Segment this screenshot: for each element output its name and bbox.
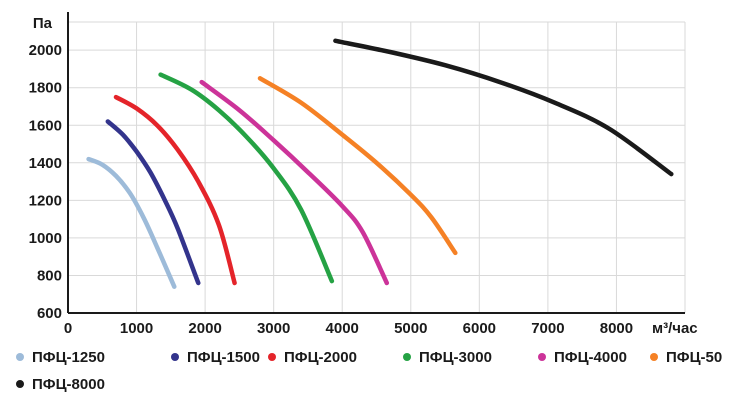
legend-label-пфц-1500: ПФЦ-1500 — [187, 349, 260, 366]
legend-label-пфц-1250: ПФЦ-1250 — [32, 349, 105, 366]
legend-marker-пфц-1500 — [171, 353, 179, 361]
y-tick-labels: 600 800 1000 1200 1400 1600 1800 2000 — [29, 42, 62, 322]
series-line-пфц-2000 — [113, 94, 237, 286]
x-tick-label: 0 — [64, 320, 72, 337]
y-tick-label: 1600 — [29, 117, 62, 134]
series-line-пфц-3000 — [158, 72, 335, 284]
legend-label-пфц-8000: ПФЦ-8000 — [32, 376, 105, 393]
y-axis-unit: Па — [33, 15, 53, 32]
series-lines — [86, 38, 674, 289]
x-tick-label: 6000 — [463, 320, 496, 337]
x-axis-unit: м³/час — [652, 320, 698, 337]
y-tick-label: 2000 — [29, 42, 62, 59]
series-line-пфц-5000 — [257, 76, 458, 256]
x-tick-label: 1000 — [120, 320, 153, 337]
legend-marker-пфц-2000 — [268, 353, 276, 361]
series-line-пфц-1500 — [105, 119, 201, 286]
x-tick-labels: 0 1000 2000 3000 4000 5000 6000 7000 8000 — [64, 320, 633, 337]
series-line-пфц-1250 — [86, 156, 177, 289]
y-tick-label: 1000 — [29, 230, 62, 247]
legend-label-пфц-3000: ПФЦ-3000 — [419, 349, 492, 366]
series-line-пфц-4000 — [199, 79, 390, 286]
y-tick-label: 1200 — [29, 192, 62, 209]
y-tick-label: 1800 — [29, 80, 62, 97]
x-tick-label: 5000 — [394, 320, 427, 337]
x-tick-label: 8000 — [600, 320, 633, 337]
y-tick-label: 800 — [37, 267, 62, 284]
legend-marker-пфц-4000 — [538, 353, 546, 361]
grid — [68, 21, 686, 313]
x-tick-label: 2000 — [188, 320, 221, 337]
x-tick-label: 4000 — [326, 320, 359, 337]
y-tick-label: 1400 — [29, 155, 62, 172]
axes — [67, 12, 685, 314]
x-tick-label: 3000 — [257, 320, 290, 337]
legend: ПФЦ-1250 ПФЦ-1500 ПФЦ-2000 ПФЦ-3000 ПФЦ-4000… — [16, 349, 722, 393]
legend-marker-пфц-5000 — [650, 353, 658, 361]
y-tick-label: 600 — [37, 305, 62, 322]
series-line-пфц-8000 — [333, 38, 674, 177]
legend-marker-пфц-3000 — [403, 353, 411, 361]
legend-label-пфц-4000: ПФЦ-4000 — [554, 349, 627, 366]
x-tick-label: 7000 — [531, 320, 564, 337]
legend-marker-пфц-1250 — [16, 353, 24, 361]
legend-marker-пфц-8000 — [16, 380, 24, 388]
legend-label-пфц-2000: ПФЦ-2000 — [284, 349, 357, 366]
legend-label-пфц-5000: ПФЦ-50 — [666, 349, 722, 366]
